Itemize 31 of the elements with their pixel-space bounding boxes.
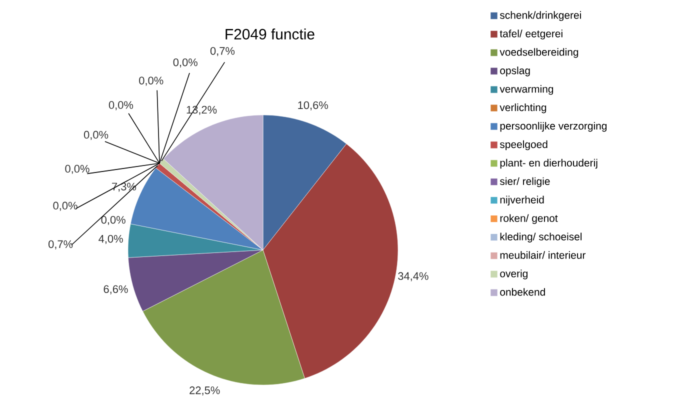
text: 0,0% (101, 216, 126, 226)
data-label: 4,0% (98, 234, 123, 244)
legend-label: speelgoed (500, 140, 548, 150)
data-label: 0,7% (48, 240, 73, 250)
text: 0,0% (53, 202, 78, 211)
legend-label: verwarming (500, 85, 554, 95)
data-label: 0,7% (210, 47, 235, 56)
legend-label: schenk/drinkgerei (500, 11, 581, 21)
data-label: 22,5% (190, 386, 220, 396)
text: 0,0% (84, 130, 108, 140)
data-label: 10,6% (298, 101, 328, 110)
legend-label: overig (500, 270, 528, 280)
legend-label: verlichting (500, 103, 546, 114)
legend-label: nijverheid (500, 196, 544, 206)
legend-label: sier/ religie (500, 177, 550, 188)
legend-label: kleding/ schoeisel (500, 232, 582, 242)
legend-label: voedselbereiding (500, 48, 578, 58)
data-label: 6,6% (104, 285, 128, 294)
text: 0,0% (65, 164, 90, 174)
legend-label: tafel/ eetgerei (500, 30, 562, 40)
legend-label: plant- en dierhouderij (500, 158, 598, 169)
text: 0,0% (173, 58, 198, 68)
legend-label: onbekend (500, 288, 545, 296)
text: F2049 functie (226, 28, 314, 40)
legend-label: persoonlijke verzorging (500, 122, 607, 132)
legend-label: meubilair/ interieur (500, 251, 586, 259)
text: 0,0% (108, 101, 134, 110)
legend-label: opslag (500, 66, 530, 76)
legend-label: roken/ genot (500, 214, 558, 224)
text: 0,0% (139, 76, 164, 86)
data-label: 34,4% (398, 272, 428, 282)
